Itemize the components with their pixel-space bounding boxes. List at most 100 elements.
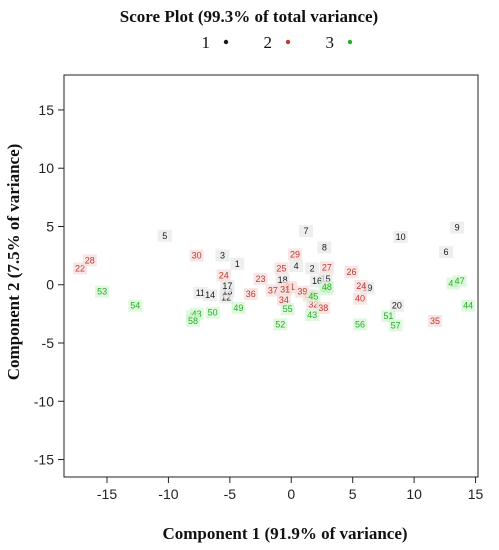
point-halo — [450, 221, 465, 234]
point-label: 4 — [294, 261, 299, 271]
data-point-29: 29 — [287, 248, 302, 261]
point-halo — [185, 314, 200, 327]
point-label: 37 — [268, 286, 278, 296]
point-halo — [280, 303, 295, 316]
point-halo — [278, 283, 293, 296]
data-point-27: 27 — [319, 261, 334, 274]
plot-frame — [63, 74, 479, 478]
data-point-34: 34 — [276, 293, 291, 306]
data-point-48: 48 — [319, 281, 334, 294]
point-label: 47 — [455, 276, 465, 286]
point-halo — [295, 285, 310, 298]
data-point-26: 26 — [344, 265, 359, 278]
data-point-28: 28 — [82, 254, 97, 267]
data-point-9: 9 — [450, 221, 465, 234]
point-label: 1 — [235, 259, 240, 269]
y-tick-label: -15 — [34, 452, 54, 468]
data-point-45: 45 — [306, 290, 321, 303]
data-point-2: 2 — [305, 262, 320, 275]
point-halo — [203, 289, 218, 302]
y-tick-label: 5 — [46, 218, 54, 234]
point-label: 25 — [276, 263, 286, 273]
point-halo — [253, 272, 268, 285]
data-point-58: 58 — [185, 314, 200, 327]
point-halo — [439, 246, 454, 259]
data-point-1: 1 — [230, 257, 245, 270]
point-label: 10 — [396, 232, 406, 242]
y-tick-label: 15 — [38, 102, 54, 118]
point-halo — [230, 257, 245, 270]
point-label: 51 — [383, 311, 393, 321]
point-halo — [82, 254, 97, 267]
point-label: 8 — [322, 242, 327, 252]
y-axis-label: Component 2 (7.5% of variance) — [4, 144, 23, 381]
point-halo — [452, 275, 467, 288]
data-point-52: 52 — [273, 318, 288, 331]
point-label: 35 — [430, 316, 440, 326]
point-halo — [306, 290, 321, 303]
data-point-24: 24 — [354, 279, 369, 292]
data-point-43: 43 — [305, 309, 320, 322]
point-halo — [216, 269, 231, 282]
point-label: 57 — [391, 321, 401, 331]
point-halo — [274, 262, 289, 275]
point-halo — [353, 292, 368, 305]
point-label: 24 — [356, 281, 366, 291]
data-points: 1234567891011121314151617181920212223242… — [72, 221, 476, 332]
x-tick-label: 0 — [287, 486, 295, 502]
point-label: 26 — [346, 267, 356, 277]
data-point-55: 55 — [280, 303, 295, 316]
legend-marker — [347, 39, 353, 45]
point-halo — [205, 306, 220, 319]
point-label: 54 — [130, 301, 140, 311]
point-halo — [428, 314, 443, 327]
x-axis-label: Component 1 (91.9% of variance) — [162, 524, 407, 543]
data-point-47: 47 — [452, 275, 467, 288]
data-point-57: 57 — [388, 319, 403, 332]
point-label: 24 — [219, 270, 229, 280]
point-label: 34 — [279, 295, 289, 305]
data-point-7: 7 — [299, 225, 314, 238]
point-halo — [354, 279, 369, 292]
point-label: 20 — [392, 301, 402, 311]
point-label: 6 — [444, 247, 449, 257]
point-halo — [243, 288, 258, 301]
data-point-4: 4 — [289, 260, 304, 273]
data-point-38: 38 — [316, 302, 331, 315]
point-halo — [305, 309, 320, 322]
legend-item-1: 1 — [202, 33, 229, 52]
data-point-40: 40 — [353, 292, 368, 305]
data-point-24: 24 — [216, 269, 231, 282]
legend-item-2: 2 — [264, 33, 291, 52]
data-point-35: 35 — [428, 314, 443, 327]
point-halo — [189, 249, 204, 262]
point-label: 16 — [312, 276, 322, 286]
x-tick-label: 10 — [406, 486, 422, 502]
point-label: 32 — [308, 300, 318, 310]
point-label: 2 — [310, 263, 315, 273]
chart-title: Score Plot (99.3% of total variance) — [120, 7, 378, 26]
point-label: 28 — [85, 255, 95, 265]
point-label: 38 — [318, 303, 328, 313]
point-halo — [393, 230, 408, 243]
data-point-36: 36 — [243, 288, 258, 301]
point-label: 52 — [275, 319, 285, 329]
point-label: 27 — [322, 262, 332, 272]
y-tick-label: 0 — [46, 277, 54, 293]
point-label: 18 — [278, 275, 288, 285]
y-axis: -15 -10 -5 0 5 10 15 — [34, 102, 64, 468]
y-tick-label: -5 — [42, 335, 55, 351]
data-point-51: 51 — [381, 310, 396, 323]
point-halo — [265, 284, 280, 297]
legend-item-3: 3 — [326, 33, 353, 52]
data-point-6: 6 — [439, 246, 454, 259]
data-point-17: 17 — [220, 279, 235, 292]
data-point-14: 14 — [203, 289, 218, 302]
point-label: 22 — [75, 263, 85, 273]
point-label: 17 — [222, 281, 232, 291]
point-label: 31 — [280, 284, 290, 294]
data-point-49: 49 — [231, 302, 246, 315]
point-label: 56 — [355, 319, 365, 329]
data-point-37: 37 — [265, 284, 280, 297]
point-label: 23 — [256, 274, 266, 284]
